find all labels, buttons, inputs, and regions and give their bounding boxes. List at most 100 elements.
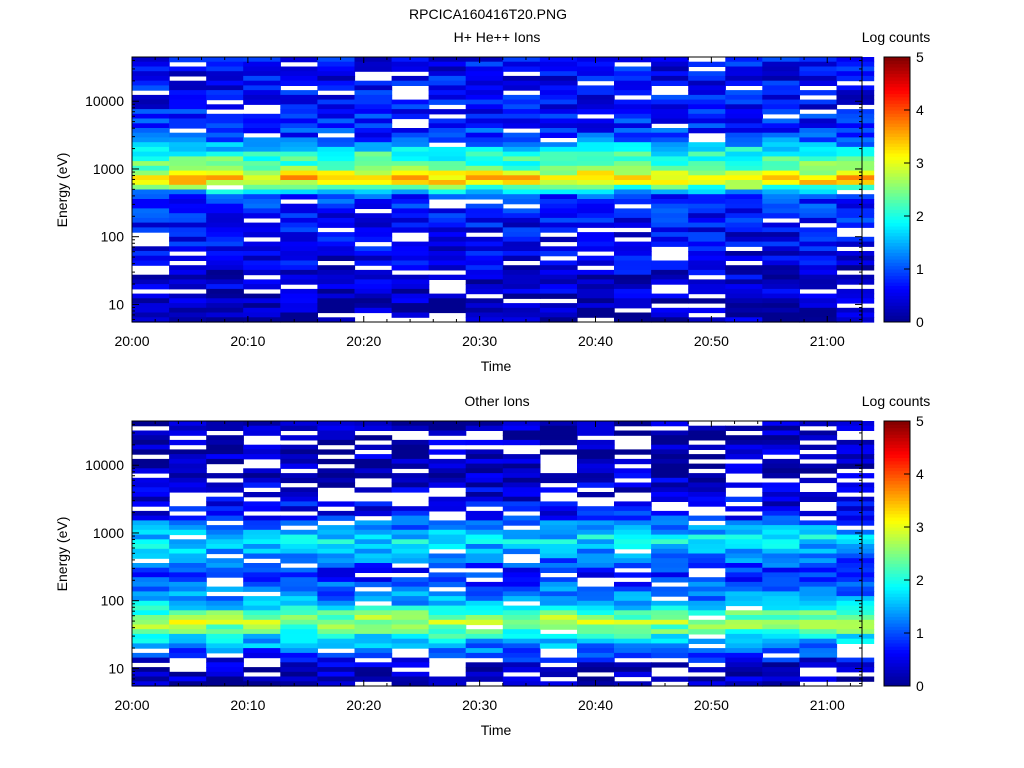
heatmap-cell — [280, 477, 318, 484]
heatmap-cell — [577, 85, 615, 91]
y-tick-label: 1000 — [93, 525, 124, 541]
heatmap-cell — [577, 71, 615, 77]
heatmap-cell — [799, 227, 838, 233]
heatmap-cell — [206, 146, 244, 153]
heatmap-cell — [651, 132, 689, 138]
colorbar-step — [884, 110, 910, 114]
heatmap-cell — [577, 104, 615, 110]
heatmap-cell — [465, 496, 504, 502]
heatmap-cell — [799, 444, 838, 450]
colorbar-step — [884, 83, 910, 88]
heatmap-cell — [577, 293, 615, 299]
heatmap-cell — [614, 468, 652, 474]
heatmap-cell — [169, 539, 207, 545]
heatmap-cell — [614, 199, 652, 205]
heatmap-cell — [317, 657, 356, 663]
heatmap-cell — [799, 567, 838, 573]
heatmap-cell — [502, 487, 541, 493]
heatmap-cell — [206, 123, 244, 129]
heatmap-cell — [577, 208, 615, 214]
heatmap-cell — [577, 241, 615, 247]
heatmap-cell — [836, 676, 875, 682]
heatmap-cell — [762, 487, 800, 493]
heatmap-cell — [206, 596, 244, 602]
heatmap-cell — [614, 619, 652, 626]
heatmap-cell — [428, 577, 467, 583]
heatmap-cell — [502, 624, 541, 630]
heatmap-cell — [688, 175, 726, 181]
heatmap-cell — [577, 213, 615, 219]
heatmap-cell — [243, 265, 281, 271]
heatmap-cell — [354, 236, 393, 243]
heatmap-cell — [354, 425, 393, 431]
heatmap-cell — [206, 312, 244, 318]
colorbar-step — [884, 255, 910, 260]
heatmap-cell — [762, 496, 800, 502]
heatmap-cell — [132, 284, 170, 290]
heatmap-cell — [688, 681, 726, 687]
heatmap-cell — [169, 137, 207, 143]
heatmap-cell — [614, 251, 652, 257]
heatmap-cell — [651, 463, 689, 469]
colorbar-step — [884, 487, 910, 492]
heatmap-cell — [799, 619, 838, 626]
heatmap-cell — [132, 251, 170, 257]
heatmap-cell — [762, 577, 800, 583]
heatmap-cell — [465, 284, 504, 290]
y-tick-label: 1000 — [93, 161, 124, 177]
x-tick-label: 21:00 — [810, 333, 845, 349]
heatmap-cell — [539, 217, 578, 224]
heatmap-cell — [577, 458, 615, 465]
heatmap-cell — [502, 548, 541, 555]
heatmap-cell — [836, 279, 875, 285]
heatmap-cell — [651, 421, 689, 427]
heatmap-cell — [465, 454, 504, 460]
heatmap-cell — [206, 128, 244, 134]
heatmap-cell — [169, 208, 207, 214]
colorbar-step — [884, 265, 910, 270]
heatmap-cell — [577, 284, 615, 290]
heatmap-cell — [280, 425, 318, 431]
heatmap-cell — [762, 208, 800, 214]
heatmap-cell — [614, 180, 652, 186]
heatmap-cell — [836, 156, 875, 162]
heatmap-cell — [762, 638, 800, 644]
heatmap-cell — [428, 473, 467, 479]
heatmap-cell — [651, 638, 689, 644]
heatmap-cell — [688, 71, 726, 77]
heatmap-cell — [762, 676, 800, 682]
heatmap-cell — [688, 61, 726, 67]
heatmap-cell — [465, 303, 504, 309]
heatmap-cell — [799, 165, 838, 172]
heatmap-cell — [762, 633, 800, 640]
heatmap-cell — [243, 279, 281, 285]
colorbar-step — [884, 626, 910, 631]
heatmap-cell — [169, 180, 207, 186]
heatmap-cell — [651, 605, 689, 611]
heatmap-cell — [391, 662, 430, 668]
heatmap-cell — [169, 255, 207, 261]
heatmap-cell — [428, 123, 467, 129]
heatmap-cell — [428, 624, 467, 630]
heatmap-cell — [799, 199, 838, 205]
heatmap-cell — [391, 444, 430, 450]
heatmap-cell — [391, 175, 430, 181]
heatmap-cell — [132, 553, 170, 559]
heatmap-cell — [799, 142, 838, 148]
heatmap-cell — [502, 496, 541, 502]
heatmap-cell — [428, 213, 467, 219]
heatmap-cell — [243, 232, 281, 238]
heatmap-cell — [577, 260, 615, 266]
heatmap-cell — [465, 85, 504, 91]
heatmap-cell — [465, 146, 504, 153]
heatmap-cell — [354, 85, 393, 91]
heatmap-cell — [280, 279, 318, 285]
heatmap-cell — [280, 246, 318, 252]
heatmap-cell — [280, 586, 318, 592]
heatmap-cell — [132, 260, 170, 266]
heatmap-cell — [502, 146, 541, 153]
heatmap-cell — [725, 307, 763, 314]
heatmap-cell — [539, 151, 578, 157]
heatmap-cell — [280, 288, 318, 295]
